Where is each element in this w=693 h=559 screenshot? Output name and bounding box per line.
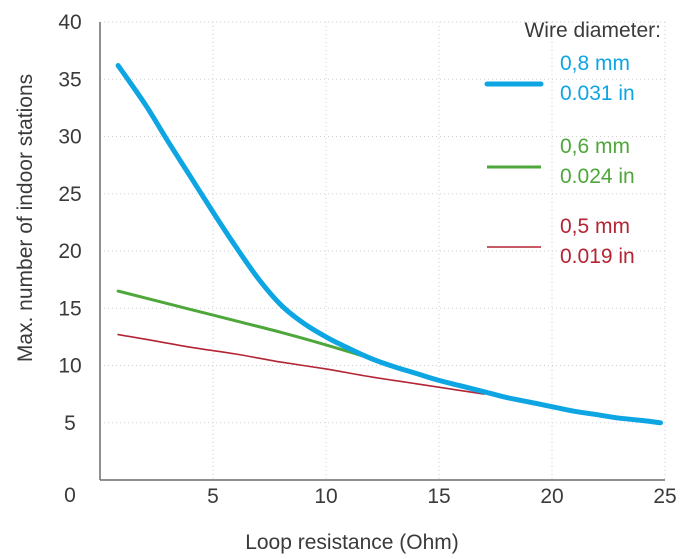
- legend-title: Wire diameter:: [524, 19, 661, 42]
- series-line-3: [117, 333, 485, 395]
- x-tick-label: 20: [540, 485, 563, 508]
- x-tick-label: 5: [207, 485, 219, 508]
- y-tick-labels: 0 5 10 15 20 25 30 35 40: [58, 11, 81, 507]
- y-tick-label: 15: [58, 297, 81, 320]
- x-tick-label: 25: [653, 485, 676, 508]
- y-tick-label: 20: [58, 240, 81, 263]
- y-tick-label: 0: [64, 484, 76, 507]
- legend-label-1-line-1: 0,8 mm: [560, 52, 630, 75]
- grid-lines: [100, 21, 666, 480]
- x-tick-labels: 5 10 15 20 25: [207, 485, 677, 508]
- legend-label-1-line-2: 0.031 in: [560, 82, 635, 105]
- y-axis-title: Max. number of indoor stations: [14, 74, 37, 362]
- y-tick-label: 5: [64, 412, 76, 435]
- series-line-1: [115, 63, 663, 426]
- legend-label-2-line-1: 0,6 mm: [560, 135, 630, 158]
- y-tick-label: 35: [58, 68, 81, 91]
- legend-label-3-line-2: 0.019 in: [560, 245, 635, 268]
- legend-label-2-line-2: 0.024 in: [560, 165, 635, 188]
- x-axis-title: Loop resistance (Ohm): [245, 531, 459, 554]
- y-tick-label: 10: [58, 355, 81, 378]
- axes: [99, 22, 665, 481]
- y-tick-label: 40: [58, 11, 81, 34]
- series-lines: [115, 63, 663, 426]
- x-tick-label: 15: [427, 485, 450, 508]
- y-tick-label: 30: [58, 126, 81, 149]
- x-tick-label: 10: [314, 485, 337, 508]
- legend: Wire diameter: 0,8 mm 0.031 in 0,6 mm 0.024…: [484, 19, 661, 268]
- legend-label-3-line-1: 0,5 mm: [560, 215, 630, 238]
- y-tick-label: 25: [58, 183, 81, 206]
